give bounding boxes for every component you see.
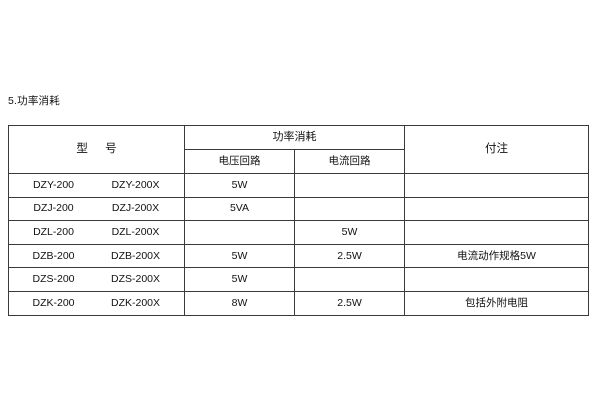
current-value: 5W [341, 225, 358, 238]
current-value: 2.5W [337, 249, 362, 262]
model-left: DZL-200 [33, 225, 74, 238]
table-row: DZJ-200 DZJ-200X 5VA [8, 196, 589, 222]
voltage-value: 5W [231, 178, 248, 191]
cell-voltage: 5W [184, 173, 295, 198]
cell-remark [404, 196, 589, 222]
table-header: 型 号 功率消耗 付注 电压回路 电流回路 [8, 125, 589, 174]
model-right: DZL-200X [111, 225, 160, 238]
cell-remark [404, 220, 589, 245]
remark-value: 包括外附电阻 [465, 296, 528, 309]
cell-voltage: 8W [184, 290, 295, 316]
model-right: DZJ-200X [111, 202, 160, 215]
cell-remark [404, 173, 589, 198]
voltage-value: 5VA [229, 202, 250, 215]
header-remark: 付注 [404, 125, 589, 174]
section-title: 5.功率消耗 [8, 95, 60, 107]
table-row: DZB-200 DZB-200X 5W 2.5W 电流动作规格5W [8, 243, 589, 269]
table-body: DZY-200 DZY-200X 5W DZJ-200 DZJ-200X 5VA [8, 173, 589, 316]
model-left: DZJ-200 [33, 202, 74, 215]
table-header-row-2: 电压回路 电流回路 [9, 149, 589, 174]
model-right: DZS-200X [110, 273, 161, 286]
voltage-value: 5W [231, 249, 248, 262]
cell-current [294, 267, 405, 292]
table-header-row-1: 型 号 功率消耗 付注 [8, 125, 589, 174]
cell-current [294, 173, 405, 198]
table-row: DZY-200 DZY-200X 5W [8, 173, 589, 198]
cell-current: 2.5W [294, 290, 405, 316]
cell-voltage: 5VA [184, 196, 295, 222]
cell-voltage [184, 220, 295, 245]
model-right: DZB-200X [110, 249, 161, 262]
cell-current: 2.5W [294, 243, 405, 269]
voltage-value: 5W [231, 273, 248, 286]
cell-model: DZK-200 DZK-200X [8, 290, 185, 316]
model-left: DZY-200 [32, 178, 75, 191]
cell-current [294, 196, 405, 222]
voltage-value: 8W [231, 296, 248, 309]
cell-model: DZJ-200 DZJ-200X [8, 196, 185, 222]
cell-voltage: 5W [184, 267, 295, 292]
header-model: 型 号 [8, 125, 185, 174]
table-row: DZS-200 DZS-200X 5W [8, 267, 589, 292]
table-row: DZK-200 DZK-200X 8W 2.5W 包括外附电阻 [8, 290, 589, 316]
model-right: DZY-200X [111, 178, 160, 191]
cell-model: DZL-200 DZL-200X [8, 220, 185, 245]
cell-current: 5W [294, 220, 405, 245]
cell-model: DZS-200 DZS-200X [8, 267, 185, 292]
table-row: DZL-200 DZL-200X 5W [8, 220, 589, 245]
current-value: 2.5W [337, 296, 362, 309]
model-left: DZB-200 [32, 249, 75, 262]
header-power-consumption: 功率消耗 [184, 125, 405, 150]
model-right: DZK-200X [110, 296, 161, 309]
model-left: DZS-200 [32, 273, 75, 286]
cell-model: DZY-200 DZY-200X [8, 173, 185, 198]
cell-remark: 包括外附电阻 [404, 290, 589, 316]
remark-value: 电流动作规格5W [457, 249, 536, 262]
header-voltage-circuit: 电压回路 [184, 149, 295, 174]
header-current-circuit: 电流回路 [294, 149, 405, 174]
cell-voltage: 5W [184, 243, 295, 269]
cell-model: DZB-200 DZB-200X [8, 243, 185, 269]
cell-remark: 电流动作规格5W [404, 243, 589, 269]
cell-remark [404, 267, 589, 292]
model-left: DZK-200 [32, 296, 75, 309]
header-model-label: 型 号 [76, 143, 124, 155]
power-consumption-table: 型 号 功率消耗 付注 电压回路 电流回路 DZY-200 DZY-200X 5… [8, 125, 589, 316]
